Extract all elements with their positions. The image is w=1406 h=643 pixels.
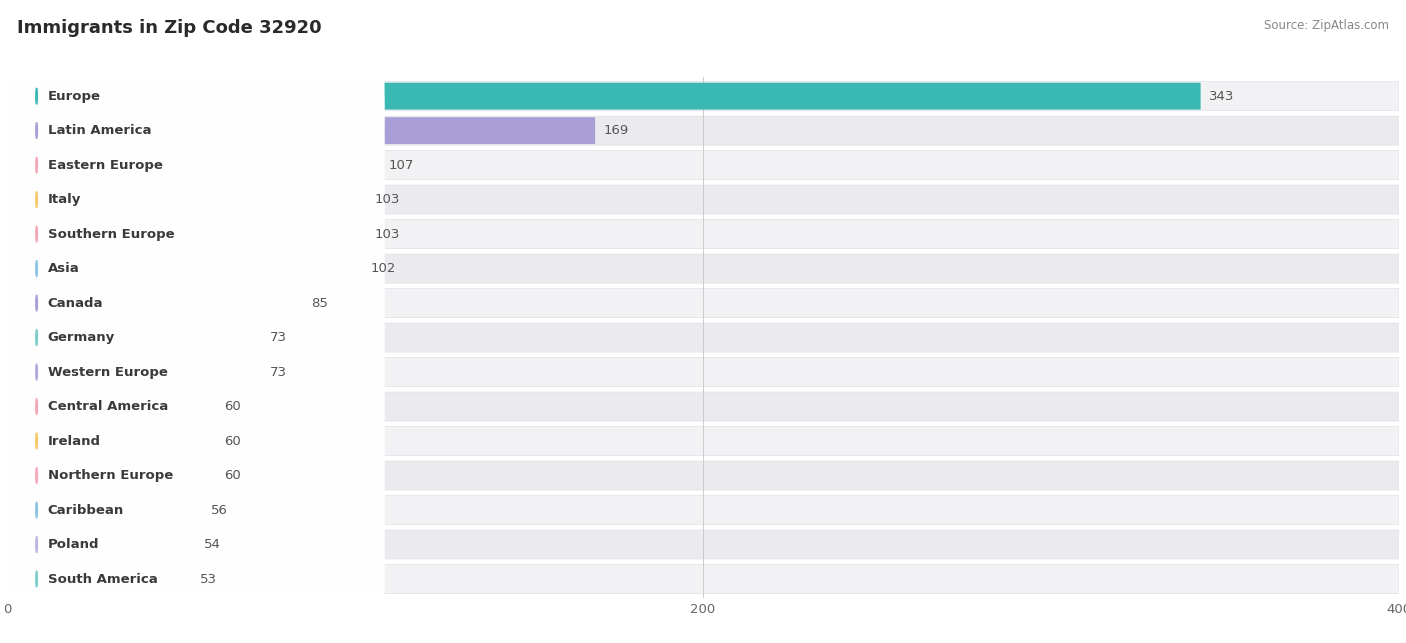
FancyBboxPatch shape — [7, 254, 1399, 283]
FancyBboxPatch shape — [7, 566, 191, 592]
Circle shape — [35, 192, 38, 208]
Text: Immigrants in Zip Code 32920: Immigrants in Zip Code 32920 — [17, 19, 322, 37]
Text: 60: 60 — [225, 400, 242, 413]
FancyBboxPatch shape — [7, 221, 366, 248]
FancyBboxPatch shape — [6, 155, 385, 313]
Text: 73: 73 — [270, 331, 287, 344]
FancyBboxPatch shape — [7, 255, 361, 282]
FancyBboxPatch shape — [6, 362, 385, 520]
Circle shape — [35, 571, 38, 587]
FancyBboxPatch shape — [6, 224, 385, 382]
Circle shape — [35, 123, 38, 139]
FancyBboxPatch shape — [6, 120, 385, 278]
Text: Caribbean: Caribbean — [48, 503, 124, 516]
FancyBboxPatch shape — [7, 324, 262, 351]
FancyBboxPatch shape — [7, 392, 1399, 421]
FancyBboxPatch shape — [6, 51, 385, 210]
Circle shape — [35, 329, 38, 346]
Text: Asia: Asia — [48, 262, 80, 275]
Circle shape — [35, 260, 38, 276]
FancyBboxPatch shape — [7, 289, 1399, 318]
Text: Northern Europe: Northern Europe — [48, 469, 173, 482]
Circle shape — [35, 295, 38, 311]
FancyBboxPatch shape — [7, 358, 1399, 386]
Circle shape — [35, 433, 38, 449]
FancyBboxPatch shape — [6, 17, 385, 175]
FancyBboxPatch shape — [7, 185, 1399, 214]
FancyBboxPatch shape — [6, 431, 385, 589]
Text: 60: 60 — [225, 469, 242, 482]
Text: 103: 103 — [374, 228, 399, 240]
FancyBboxPatch shape — [7, 461, 1399, 490]
Text: Germany: Germany — [48, 331, 115, 344]
Text: 169: 169 — [603, 124, 628, 137]
Text: 343: 343 — [1209, 89, 1234, 103]
Text: Southern Europe: Southern Europe — [48, 228, 174, 240]
Text: Source: ZipAtlas.com: Source: ZipAtlas.com — [1264, 19, 1389, 32]
Text: Italy: Italy — [48, 193, 82, 206]
FancyBboxPatch shape — [7, 150, 1399, 179]
FancyBboxPatch shape — [6, 500, 385, 643]
Text: 73: 73 — [270, 366, 287, 379]
FancyBboxPatch shape — [7, 359, 262, 386]
Circle shape — [35, 502, 38, 518]
FancyBboxPatch shape — [7, 116, 1399, 145]
FancyBboxPatch shape — [7, 462, 217, 489]
FancyBboxPatch shape — [7, 393, 217, 420]
Circle shape — [35, 536, 38, 552]
Text: 53: 53 — [200, 572, 217, 586]
FancyBboxPatch shape — [7, 426, 1399, 455]
FancyBboxPatch shape — [6, 190, 385, 348]
FancyBboxPatch shape — [6, 258, 385, 417]
Circle shape — [35, 88, 38, 104]
FancyBboxPatch shape — [6, 293, 385, 451]
Text: 102: 102 — [371, 262, 396, 275]
FancyBboxPatch shape — [7, 323, 1399, 352]
Text: Poland: Poland — [48, 538, 100, 551]
Circle shape — [35, 226, 38, 242]
Text: 60: 60 — [225, 435, 242, 448]
FancyBboxPatch shape — [7, 220, 1399, 249]
FancyBboxPatch shape — [7, 152, 380, 179]
FancyBboxPatch shape — [7, 82, 1399, 111]
Circle shape — [35, 399, 38, 415]
FancyBboxPatch shape — [7, 289, 302, 316]
FancyBboxPatch shape — [6, 397, 385, 555]
Text: Ireland: Ireland — [48, 435, 101, 448]
FancyBboxPatch shape — [6, 466, 385, 624]
Circle shape — [35, 467, 38, 484]
FancyBboxPatch shape — [7, 530, 1399, 559]
FancyBboxPatch shape — [7, 428, 217, 455]
Text: Eastern Europe: Eastern Europe — [48, 159, 163, 172]
Text: Europe: Europe — [48, 89, 101, 103]
Text: 103: 103 — [374, 193, 399, 206]
Text: 85: 85 — [312, 296, 329, 309]
Circle shape — [35, 364, 38, 380]
Text: 107: 107 — [388, 159, 413, 172]
Text: 54: 54 — [204, 538, 221, 551]
FancyBboxPatch shape — [6, 86, 385, 244]
Text: Latin America: Latin America — [48, 124, 152, 137]
FancyBboxPatch shape — [7, 83, 1201, 109]
Text: Western Europe: Western Europe — [48, 366, 167, 379]
FancyBboxPatch shape — [7, 117, 595, 144]
FancyBboxPatch shape — [7, 531, 195, 558]
Circle shape — [35, 157, 38, 173]
Text: Central America: Central America — [48, 400, 169, 413]
FancyBboxPatch shape — [7, 565, 1399, 593]
FancyBboxPatch shape — [6, 327, 385, 485]
Text: South America: South America — [48, 572, 157, 586]
Text: Canada: Canada — [48, 296, 104, 309]
FancyBboxPatch shape — [7, 496, 1399, 525]
FancyBboxPatch shape — [7, 496, 202, 523]
Text: 56: 56 — [211, 503, 228, 516]
FancyBboxPatch shape — [7, 186, 366, 213]
